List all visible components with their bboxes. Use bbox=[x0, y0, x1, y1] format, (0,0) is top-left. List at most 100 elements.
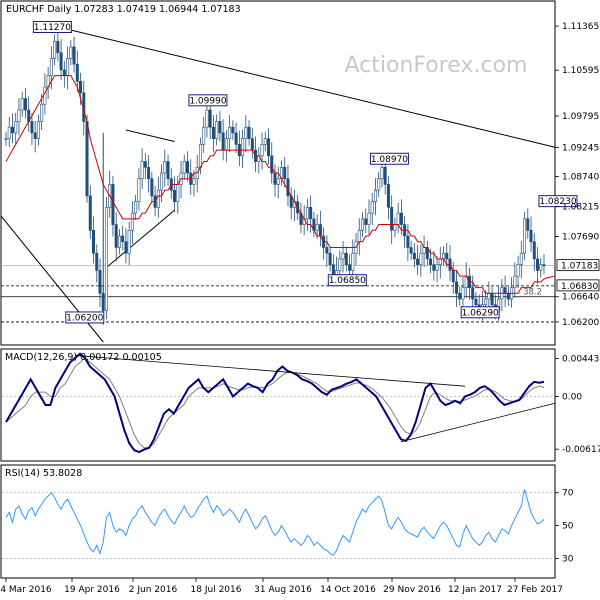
candle-body bbox=[127, 229, 131, 254]
annotation-label: 1.06200 bbox=[65, 311, 105, 324]
candle-body bbox=[503, 287, 507, 294]
price-tag-box bbox=[556, 279, 600, 292]
annotation-text: 1.08970 bbox=[371, 155, 408, 165]
candle-body bbox=[198, 144, 202, 168]
y-tick-label: 1.11365 bbox=[562, 22, 599, 32]
candle-body bbox=[160, 172, 164, 191]
price-tag-text: 1.06830 bbox=[561, 282, 598, 292]
candle-body bbox=[85, 121, 89, 197]
candle-body bbox=[143, 161, 147, 168]
x-tick-label: 12 Jan 2017 bbox=[448, 585, 502, 595]
macd-title: MACD(12,26,9) 0.00172 0.00105 bbox=[5, 352, 162, 363]
rsi-line bbox=[5, 489, 545, 556]
annotation-label: 1.06290 bbox=[460, 306, 500, 319]
y-tick-label: 1.06200 bbox=[562, 318, 599, 328]
candle-body bbox=[66, 58, 70, 76]
candle-body bbox=[338, 258, 342, 271]
candle-body bbox=[532, 241, 536, 260]
candle-body bbox=[166, 161, 170, 180]
candle-body bbox=[435, 264, 439, 271]
y-tick-label: 1.07690 bbox=[562, 233, 599, 243]
annotation-text: 1.09990 bbox=[189, 96, 226, 106]
candle-body bbox=[364, 218, 368, 225]
candle-body bbox=[490, 293, 494, 306]
macd-upper-trendline bbox=[75, 355, 466, 387]
candle-body bbox=[111, 184, 115, 225]
candle-body bbox=[228, 126, 232, 139]
candle-body bbox=[383, 166, 387, 185]
candle-body bbox=[351, 252, 355, 271]
candle-body bbox=[49, 58, 53, 76]
candle-body bbox=[72, 46, 76, 65]
candle-body bbox=[185, 161, 189, 174]
candle-body bbox=[348, 264, 352, 271]
candle-body bbox=[163, 161, 167, 174]
moving-average-line bbox=[5, 75, 554, 294]
candle-body bbox=[273, 172, 277, 185]
annotation-label: 1.11270 bbox=[32, 20, 72, 33]
candle-body bbox=[328, 252, 332, 265]
candle-body bbox=[192, 178, 196, 185]
x-tick-label: 4 Mar 2016 bbox=[0, 585, 52, 595]
annotation-box bbox=[460, 306, 500, 319]
macd-panel bbox=[0, 348, 556, 462]
candle-body bbox=[529, 229, 533, 243]
annotation-box bbox=[32, 20, 72, 33]
rsi-title: RSI(14) 53.8028 bbox=[5, 468, 82, 479]
triangle-upper-line bbox=[125, 129, 175, 142]
rsi-y-tick-label: 50 bbox=[562, 522, 574, 532]
candle-body bbox=[75, 63, 79, 82]
candle-body bbox=[69, 46, 73, 59]
candle-body bbox=[92, 229, 96, 254]
macd-lower-trendline bbox=[400, 402, 556, 443]
candle-body bbox=[377, 178, 381, 191]
candle-body bbox=[438, 258, 442, 265]
candle-body bbox=[98, 270, 102, 294]
candle-body bbox=[218, 121, 222, 134]
candle-body bbox=[390, 207, 394, 231]
y-tick-label: 1.09795 bbox=[562, 112, 599, 122]
annotation-text: 1.08230 bbox=[539, 197, 576, 207]
candle-body bbox=[461, 287, 465, 300]
x-tick-label: 14 Oct 2016 bbox=[320, 585, 376, 595]
annotation-box bbox=[188, 94, 228, 107]
candle-body bbox=[182, 161, 186, 174]
candle-body bbox=[59, 52, 63, 71]
x-tick-label: 19 Apr 2016 bbox=[64, 585, 120, 595]
candle-body bbox=[40, 103, 44, 122]
candle-body bbox=[156, 189, 160, 208]
annotation-text: 1.06200 bbox=[66, 313, 103, 323]
macd-y-tick-label: -0.00617 bbox=[562, 445, 600, 455]
candle-body bbox=[56, 40, 60, 53]
candle-body bbox=[286, 178, 290, 197]
candle-body bbox=[130, 212, 134, 231]
candle-body bbox=[260, 144, 264, 157]
candle-body bbox=[315, 224, 319, 231]
candle-body bbox=[23, 98, 27, 111]
candle-body bbox=[247, 126, 251, 139]
candle-body bbox=[140, 161, 144, 180]
candle-body bbox=[373, 189, 377, 202]
candle-body bbox=[432, 264, 436, 271]
candle-body bbox=[17, 109, 21, 122]
annotation-box bbox=[369, 152, 409, 165]
annotation-text: 1.11270 bbox=[34, 23, 71, 33]
candle-body bbox=[357, 229, 361, 243]
x-tick-label: 31 Aug 2016 bbox=[254, 585, 312, 595]
candle-body bbox=[422, 247, 426, 254]
candle-body bbox=[221, 132, 225, 151]
candle-body bbox=[412, 252, 416, 260]
downtrend-line bbox=[57, 26, 556, 148]
candle-body bbox=[231, 126, 235, 134]
candle-body bbox=[370, 201, 374, 214]
candle-body bbox=[429, 258, 433, 265]
candle-body bbox=[205, 109, 209, 128]
macd-series-line bbox=[5, 352, 545, 454]
candle-body bbox=[137, 178, 141, 202]
candle-body bbox=[487, 293, 491, 300]
annotation-label: 1.08970 bbox=[369, 152, 409, 165]
candle-body bbox=[409, 247, 413, 254]
candle-body bbox=[43, 86, 47, 105]
candle-body bbox=[445, 252, 449, 260]
candle-body bbox=[406, 235, 410, 248]
